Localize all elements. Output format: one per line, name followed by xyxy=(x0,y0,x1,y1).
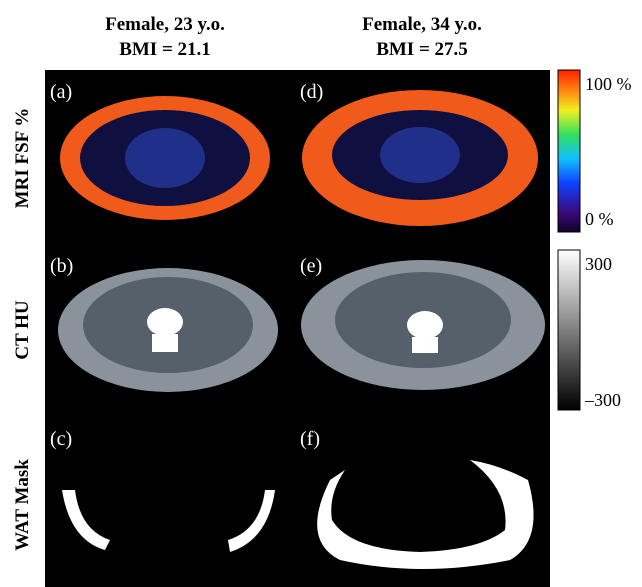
colorbar-label: 100 % xyxy=(585,74,632,94)
panel-label: (b) xyxy=(50,255,73,277)
panel-label: (c) xyxy=(50,428,72,450)
colorbar-label: 300 xyxy=(585,254,612,274)
row-label: WAT Mask xyxy=(12,459,33,551)
colorbar-label: –300 xyxy=(584,390,621,410)
panel-label: (f) xyxy=(300,428,320,450)
column-subtitle: BMI = 27.5 xyxy=(376,39,468,60)
colorbar xyxy=(557,69,581,233)
column-title: Female, 34 y.o. xyxy=(362,14,482,35)
row-label: MRI FSF % xyxy=(12,108,33,209)
row-label: CT HU xyxy=(12,300,33,360)
mri-image xyxy=(60,90,538,226)
column-subtitle: BMI = 21.1 xyxy=(119,39,211,60)
colorbar xyxy=(557,249,581,411)
panel-label: (d) xyxy=(300,81,323,103)
ct-image xyxy=(58,260,545,392)
wat-mask xyxy=(62,460,534,569)
colorbar-label: 0 % xyxy=(585,209,614,229)
panel-label: (a) xyxy=(50,81,72,103)
column-title: Female, 23 y.o. xyxy=(105,14,225,35)
panel-label: (e) xyxy=(300,255,322,277)
